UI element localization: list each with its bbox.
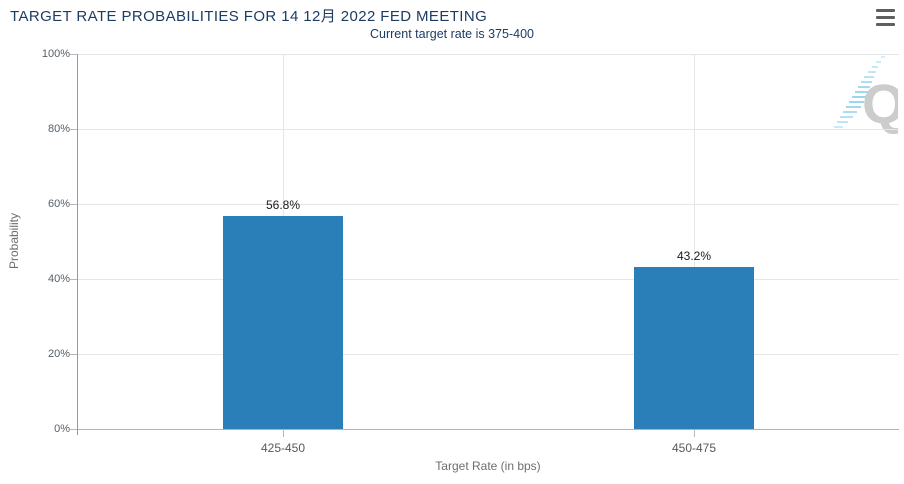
y-axis-title: Probability (7, 212, 21, 270)
y-axis-tick (70, 279, 77, 280)
y-tick-label: 80% (47, 123, 70, 135)
y-axis-tick (70, 429, 77, 430)
y-gridline (77, 129, 899, 130)
y-tick-label: 40% (47, 273, 70, 285)
hamburger-bar (876, 22, 895, 26)
chart-title: TARGET RATE PROBABILITIES FOR 14 12月 202… (10, 8, 488, 25)
y-axis-tick (70, 129, 77, 130)
x-axis-line (77, 429, 899, 430)
bar-value-label: 56.8% (265, 198, 301, 212)
x-tick-label: 425-450 (260, 441, 306, 455)
y-gridline (77, 204, 899, 205)
y-axis-tick (70, 354, 77, 355)
hamburger-bar (876, 15, 895, 20)
y-tick-label: 60% (47, 198, 70, 210)
x-tick-label: 450-475 (671, 441, 717, 455)
y-axis-line (77, 54, 78, 435)
bar[interactable] (223, 216, 343, 429)
y-tick-label: 20% (47, 348, 70, 360)
x-gridline (694, 54, 695, 429)
y-gridline (77, 354, 899, 355)
y-tick-label: 100% (41, 48, 70, 60)
x-axis-title: Target Rate (in bps) (435, 459, 541, 473)
bar[interactable] (634, 267, 754, 429)
hamburger-menu-icon[interactable] (876, 9, 895, 26)
watermark-letter: Q (862, 72, 898, 134)
y-gridline (77, 54, 899, 55)
y-gridline (77, 279, 899, 280)
x-axis-tick (694, 429, 695, 437)
chart-subtitle: Current target rate is 375-400 (370, 27, 534, 41)
hamburger-bar (876, 9, 895, 13)
y-axis-tick (70, 204, 77, 205)
watermark-q-logo: Q (834, 56, 898, 134)
bar-value-label: 43.2% (676, 249, 712, 263)
y-tick-label: 0% (54, 423, 70, 435)
y-axis-tick (70, 54, 77, 55)
x-axis-tick (283, 429, 284, 437)
